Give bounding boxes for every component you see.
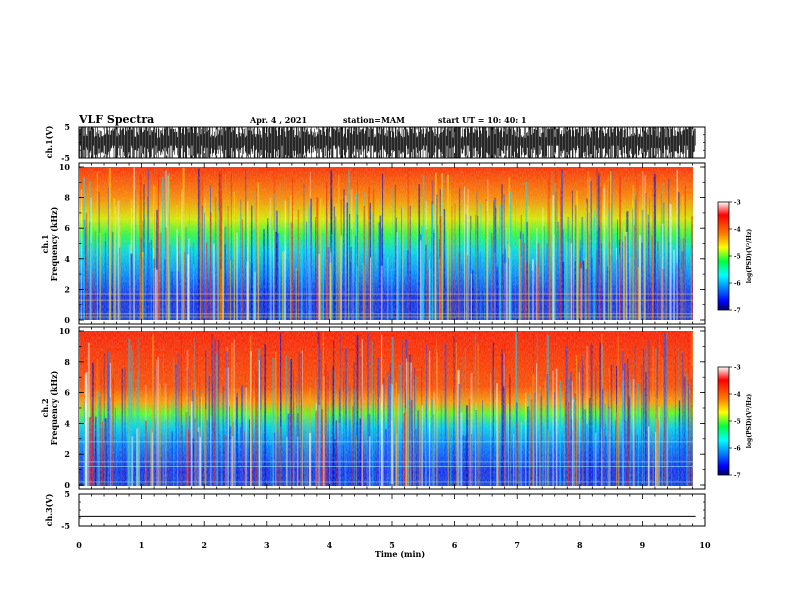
x-tick-label: 8	[577, 540, 583, 550]
ch3-waveform-panel: 0 1 2 3 4 5 6 7 8 9 10 5 -5	[61, 489, 711, 550]
ch1-colorbar-ramp	[717, 201, 730, 311]
ch1-waveform-axes: 5 -5	[61, 122, 706, 163]
ch1-spectrogram-ylabel-line1: ch.1	[40, 234, 50, 253]
ch1-spectrogram-texture	[79, 167, 693, 320]
y-tick-label: 5	[64, 489, 70, 499]
colorbar-tick-label: -4	[734, 227, 741, 234]
ch2-spectrogram-ylabel-line1: ch.2	[40, 398, 50, 417]
y-tick-label: 6	[64, 223, 70, 233]
start-ut-label: start UT = 10: 40: 1	[438, 115, 527, 125]
ch1-spectrogram-axes: 0 2 4 6 8 10	[59, 162, 706, 325]
y-tick-label: 4	[64, 254, 70, 264]
ch2-spectrogram-panel: 0 2 4 6 8 10	[59, 326, 706, 490]
ch1-waveform-path	[79, 127, 696, 158]
ch1-colorbar: -3 -4 -5 -6 -7 log(PSD)(V²/Hz)	[717, 200, 753, 315]
y-tick-label: 5	[64, 122, 70, 132]
ch2-spectrogram-ylabel-line2: Frequency (kHz)	[49, 370, 59, 445]
colorbar-tick-label: -6	[734, 446, 741, 453]
colorbar-tick-label: -6	[734, 281, 741, 288]
ch2-colorbar: -3 -4 -5 -6 -7 log(PSD)(V²/Hz)	[717, 365, 753, 480]
x-tick-label: 10	[699, 540, 711, 550]
colorbar-tick-label: -7	[734, 473, 741, 480]
x-tick-label: 1	[139, 540, 145, 550]
colorbar-tick-label: -7	[734, 308, 741, 315]
y-tick-label: 2	[64, 284, 70, 294]
y-tick-label: 0	[64, 480, 70, 490]
y-tick-label: 6	[64, 388, 70, 398]
y-tick-label: 10	[59, 326, 71, 336]
y-tick-label: 0	[64, 315, 70, 325]
figure-title: VLF Spectra	[78, 113, 154, 126]
colorbar-tick-label: -5	[734, 254, 741, 261]
x-axis-label: Time (min)	[375, 549, 425, 559]
ch1-colorbar-label: log(PSD)(V²/Hz)	[746, 229, 753, 284]
ch2-spectrogram-texture	[79, 331, 693, 486]
x-tick-label: 4	[327, 540, 333, 550]
colorbar-tick-label: -3	[734, 200, 741, 207]
colorbar-tick-label: -3	[734, 365, 741, 372]
x-tick-label: 9	[640, 540, 646, 550]
y-tick-label: 8	[64, 193, 70, 203]
ch2-colorbar-ticks: -3 -4 -5 -6 -7	[729, 365, 741, 480]
ch2-colorbar-ramp	[717, 366, 730, 476]
colorbar-tick-label: -5	[734, 419, 741, 426]
ch1-waveform-trace	[79, 127, 696, 158]
x-tick-label: 0	[76, 540, 82, 550]
y-tick-label: -5	[61, 521, 70, 531]
date-label: Apr. 4 , 2021	[249, 115, 307, 125]
x-tick-label: 3	[264, 540, 270, 550]
ch1-spectrogram-panel: 0 2 4 6 8 10	[59, 162, 706, 325]
ch1-waveform-panel: 5 -5	[61, 122, 706, 163]
ch3-waveform-frame	[78, 493, 706, 527]
y-tick-label: 4	[64, 418, 70, 428]
y-tick-label: 8	[64, 357, 70, 367]
y-tick-label: -5	[61, 153, 70, 163]
x-tick-label: 6	[452, 540, 458, 550]
ch3-waveform-ylabel: ch.3(V)	[44, 493, 54, 526]
ch1-colorbar-ticks: -3 -4 -5 -6 -7	[729, 200, 741, 315]
x-tick-label: 7	[514, 540, 520, 550]
x-tick-label: 2	[201, 540, 207, 550]
ch1-spectrogram-ylabel-line2: Frequency (kHz)	[49, 206, 59, 281]
y-tick-label: 2	[64, 449, 70, 459]
x-tick-label: 5	[389, 540, 395, 550]
ch2-spectrogram-axes: 0 2 4 6 8 10	[59, 326, 706, 490]
y-tick-label: 10	[59, 162, 71, 172]
colorbar-tick-label: -4	[734, 392, 741, 399]
station-label: station=MAM	[343, 115, 405, 125]
ch3-waveform-axes: 0 1 2 3 4 5 6 7 8 9 10 5 -5	[61, 489, 711, 550]
ch1-waveform-ylabel: ch.1(V)	[44, 125, 54, 158]
ch2-colorbar-label: log(PSD)(V²/Hz)	[746, 394, 753, 449]
